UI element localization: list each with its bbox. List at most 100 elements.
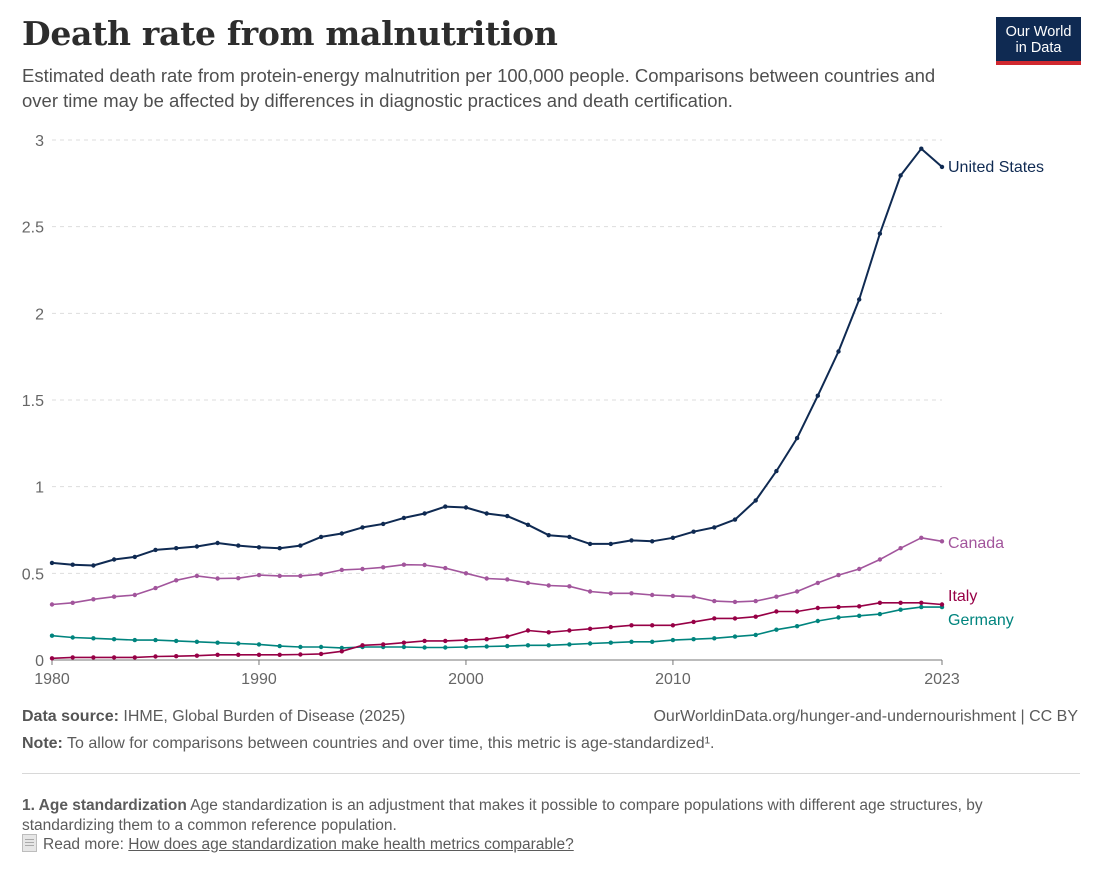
data-point: [277, 546, 282, 551]
data-point: [877, 611, 883, 617]
y-tick-label: 1.5: [22, 393, 44, 410]
series-label-canada: Canada: [948, 535, 1004, 552]
data-point: [629, 538, 634, 543]
data-point: [836, 349, 841, 354]
data-point: [443, 645, 448, 650]
series-labels: United States Canada Italy Germany: [948, 159, 1044, 629]
data-point: [815, 618, 820, 624]
data-point: [381, 521, 386, 527]
logo-line-2: in Data: [1015, 40, 1062, 56]
data-point: [70, 562, 75, 567]
data-point: [256, 545, 262, 550]
x-tick-label: 1980: [34, 671, 70, 688]
data-point: [174, 638, 179, 644]
gridlines: [52, 139, 942, 574]
data-point: [153, 637, 158, 643]
series-line-united-states: [51, 147, 943, 567]
data-point: [277, 643, 282, 649]
data-point: [898, 546, 903, 551]
data-point: [277, 573, 282, 579]
read-more-label: Read more:: [43, 836, 124, 853]
data-point: [650, 639, 655, 644]
data-point: [215, 652, 220, 657]
data-point: [629, 639, 634, 644]
data-point: [712, 636, 717, 641]
data-point: [49, 633, 55, 638]
data-point: [339, 649, 344, 654]
data-point: [70, 600, 75, 605]
data-point: [567, 642, 572, 647]
footnote: 1. Age standardization Age standardizati…: [22, 796, 1032, 836]
x-tick-label: 2023: [924, 671, 960, 688]
x-tick-label: 2010: [655, 671, 691, 688]
data-point: [919, 535, 924, 540]
series-line-germany: [51, 606, 942, 649]
series-lines: [49, 146, 945, 661]
data-point: [857, 604, 862, 609]
data-point: [608, 624, 613, 630]
data-point: [484, 576, 489, 581]
data-point: [670, 593, 676, 599]
data-point: [153, 585, 158, 591]
data-point: [794, 589, 800, 594]
data-point: [774, 627, 779, 632]
data-point: [153, 654, 158, 659]
data-point: [484, 511, 489, 516]
data-point: [774, 594, 779, 599]
data-point: [256, 642, 262, 647]
data-point: [587, 641, 593, 646]
data-point: [401, 515, 407, 521]
data-point: [443, 565, 448, 571]
data-point: [546, 533, 551, 538]
data-point: [815, 393, 820, 398]
data-point: [505, 513, 510, 519]
data-point: [318, 644, 324, 650]
data-point: [712, 598, 717, 604]
data-point: [339, 645, 344, 651]
data-point: [236, 576, 241, 581]
data-point: [236, 641, 241, 646]
data-point: [91, 563, 96, 568]
data-point: [753, 598, 758, 604]
data-point: [298, 644, 303, 650]
data-point: [505, 634, 510, 639]
data-point: [608, 591, 613, 596]
data-point: [525, 643, 531, 648]
data-point: [215, 576, 220, 581]
data-point: [236, 543, 241, 548]
data-point: [339, 531, 344, 536]
x-tick-label: 1990: [241, 671, 277, 688]
owid-logo[interactable]: Our World in Data: [996, 17, 1081, 65]
data-point: [857, 297, 862, 302]
data-point: [629, 623, 634, 628]
source-url[interactable]: OurWorldinData.org/hunger-and-undernouri…: [653, 708, 1078, 725]
line-chart: 0 0.5 1 1.5 2 2.5 3 1980 1990 2000 2010 2023 Unite…: [22, 133, 1044, 688]
data-point: [608, 640, 613, 645]
data-point: [546, 630, 551, 635]
data-point: [815, 580, 820, 586]
data-point: [753, 614, 758, 619]
document-icon: [22, 834, 37, 852]
y-tick-label: 2.5: [22, 220, 44, 237]
data-point: [215, 640, 220, 645]
data-point: [587, 541, 593, 547]
data-point: [49, 602, 55, 607]
data-point: [732, 616, 738, 621]
data-point: [153, 547, 158, 553]
y-tick-label: 0: [35, 653, 44, 670]
data-point: [132, 592, 137, 598]
data-point: [174, 578, 179, 583]
data-point: [360, 643, 365, 648]
read-more-link[interactable]: How does age standardization make health…: [128, 836, 574, 853]
data-point: [422, 645, 427, 650]
data-point: [194, 639, 200, 644]
data-point: [794, 624, 800, 629]
data-point: [463, 644, 469, 650]
data-point: [194, 573, 200, 579]
data-point: [70, 655, 75, 660]
data-point: [774, 609, 779, 614]
chart-title: Death rate from malnutrition: [22, 14, 558, 53]
series-label-united-states: United States: [948, 159, 1044, 176]
data-point: [794, 435, 800, 441]
logo-line-1: Our World: [1005, 24, 1072, 40]
